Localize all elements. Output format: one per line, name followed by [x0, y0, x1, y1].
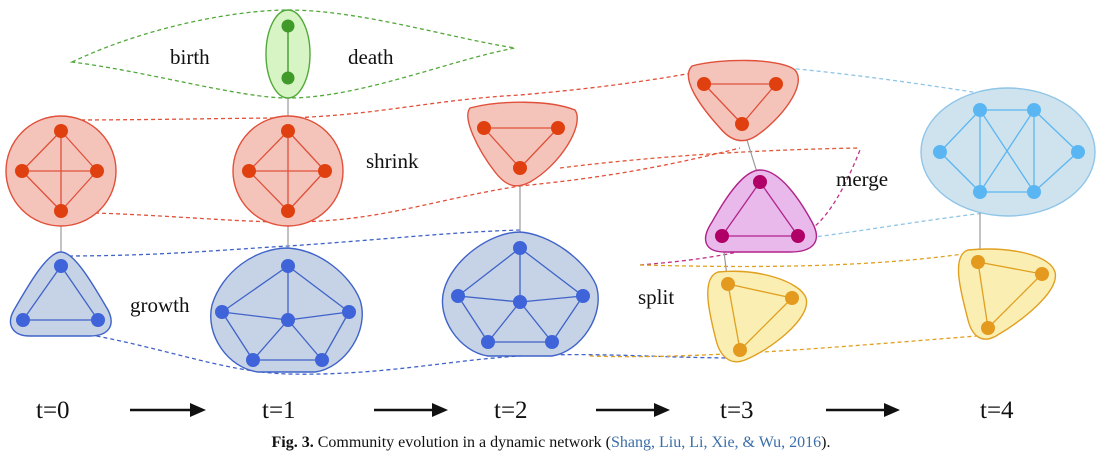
node: [281, 204, 295, 218]
node: [735, 117, 749, 131]
figure-caption: Fig. 3. Community evolution in a dynamic…: [0, 434, 1102, 452]
node: [242, 164, 256, 178]
node: [973, 185, 987, 199]
node: [513, 241, 527, 255]
node: [545, 335, 559, 349]
node: [90, 164, 104, 178]
node: [91, 313, 105, 327]
figure-number: Fig. 3.: [271, 434, 314, 451]
node: [981, 321, 995, 335]
node: [933, 145, 947, 159]
timestep-label: t=1: [262, 397, 296, 424]
node: [281, 71, 295, 85]
node: [971, 255, 985, 269]
yellow-hull-t3: [707, 270, 808, 363]
node: [281, 259, 295, 273]
node: [1027, 103, 1041, 117]
red-community-t1: [232, 115, 344, 227]
arrow-icon: [130, 403, 206, 417]
timestep-label: t=4: [980, 397, 1014, 424]
arrow-icon: [826, 403, 900, 417]
red-community-t3: [687, 59, 799, 142]
node: [551, 121, 565, 135]
node: [715, 229, 729, 243]
node: [15, 164, 29, 178]
blue-community-t1: [210, 247, 363, 373]
red-hull-t2: [467, 101, 578, 187]
node: [281, 19, 295, 33]
node: [1071, 145, 1085, 159]
citation-link[interactable]: Shang, Liu, Li, Xie, & Wu, 2016: [611, 434, 822, 451]
timestep-label: t=3: [720, 397, 754, 424]
red-path-upper: [59, 63, 741, 121]
arrow-icon: [596, 403, 670, 417]
timestep-label: t=2: [494, 397, 528, 424]
birth-death-path: [69, 9, 516, 99]
magenta-community-t3: [704, 169, 817, 253]
yellow-community-t3: [707, 270, 808, 363]
timestep-label: t=0: [36, 397, 70, 424]
blue-community-t2: [441, 231, 599, 357]
red-community-t2: [467, 101, 578, 187]
node: [513, 295, 527, 309]
node: [697, 77, 711, 91]
label-death: death: [348, 45, 394, 69]
lightblue-community-t4: [920, 87, 1096, 217]
node: [215, 305, 229, 319]
node: [451, 289, 465, 303]
label-split: split: [638, 285, 674, 309]
node: [318, 164, 332, 178]
node: [769, 77, 783, 91]
lightblue-path-lower: [789, 209, 1011, 241]
blue-path-lower: [61, 329, 741, 375]
node: [753, 175, 767, 189]
node: [54, 204, 68, 218]
label-birth: birth: [170, 45, 210, 69]
caption-tail: ).: [821, 434, 831, 451]
yellow-path-lower: [589, 334, 991, 358]
yellow-community-t4: [957, 248, 1056, 340]
green-community: [265, 9, 311, 99]
node: [54, 124, 68, 138]
node: [733, 343, 747, 357]
node: [281, 313, 295, 327]
magenta-hull-t3: [704, 169, 817, 253]
node: [315, 353, 329, 367]
red-community-t0: [5, 115, 117, 227]
community-evolution-diagram: birth death shrink growth merge split t=…: [5, 9, 1096, 424]
node: [576, 289, 590, 303]
blue-community-t0: [9, 251, 112, 337]
node: [342, 305, 356, 319]
red-merge-path: [559, 147, 861, 169]
node: [513, 161, 527, 175]
node: [785, 291, 799, 305]
node: [481, 335, 495, 349]
node: [973, 103, 987, 117]
node: [1035, 267, 1049, 281]
yellow-path-upper: [639, 249, 991, 268]
blue-hull-t0: [9, 251, 112, 337]
label-growth: growth: [130, 293, 190, 317]
node: [16, 313, 30, 327]
label-shrink: shrink: [366, 149, 419, 173]
label-merge: merge: [836, 167, 888, 191]
node: [721, 277, 735, 291]
node: [791, 229, 805, 243]
timeline: t=0 t=1 t=2 t=3 t=4: [36, 397, 1014, 424]
node: [281, 124, 295, 138]
node: [54, 259, 68, 273]
node: [477, 121, 491, 135]
red-path-lower: [59, 147, 741, 223]
node: [1027, 185, 1041, 199]
arrow-icon: [374, 403, 448, 417]
caption-text: Community evolution in a dynamic network…: [313, 434, 612, 451]
blue-hull-t1: [210, 247, 363, 373]
node: [246, 353, 260, 367]
